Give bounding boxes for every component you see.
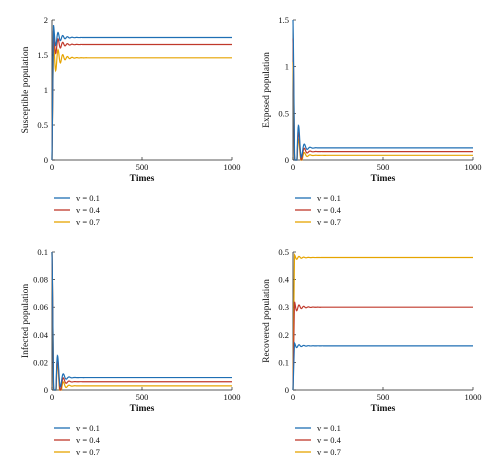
y-tick-label: 0 [285, 385, 289, 395]
x-axis-label: Times [371, 174, 396, 184]
x-tick-label: 500 [136, 392, 149, 402]
legend-label: v = 0.1 [317, 193, 341, 203]
legend-label: v = 0.1 [76, 423, 100, 433]
x-tick-label: 500 [377, 162, 390, 172]
series-line-2 [51, 30, 232, 161]
x-axis-label: Times [130, 174, 155, 184]
y-tick-label: 0.4 [278, 275, 289, 285]
y-tick-label: 1.5 [278, 15, 289, 25]
x-tick-label: 1000 [465, 162, 482, 172]
chart-panel-1: 0 0.5 1 1.5 2 0 500 1000 Times Susceptible popula… [21, 15, 241, 227]
legend-label: v = 0.1 [76, 193, 100, 203]
series-line-3 [292, 252, 473, 391]
x-tick-label: 0 [50, 162, 54, 172]
series-line-3 [292, 61, 473, 161]
y-tick-label: 0.02 [33, 357, 48, 367]
y-tick-label: 0.1 [278, 357, 289, 367]
y-tick-label: 0.5 [278, 108, 289, 118]
legend-label: v = 0.4 [317, 435, 342, 445]
x-tick-label: 0 [291, 392, 295, 402]
y-axis-label: Exposed population [262, 52, 272, 128]
y-tick-label: 0.1 [37, 247, 48, 257]
x-tick-label: 1000 [224, 162, 241, 172]
series-line-3 [51, 37, 232, 161]
y-tick-label: 1.5 [37, 50, 48, 60]
y-tick-label: 0 [44, 385, 48, 395]
y-tick-label: 0.5 [37, 120, 48, 130]
series-line-1 [292, 341, 473, 391]
y-tick-label: 0.3 [278, 302, 289, 312]
chart-panel-3: 0 0.02 0.04 0.06 0.08 0.1 0 500 1000 Times Infecte… [20, 247, 241, 457]
series-line-2 [292, 38, 473, 161]
y-axis-label: Infected population [20, 284, 31, 358]
legend-label: v = 0.4 [76, 435, 101, 445]
y-tick-label: 0.06 [33, 302, 48, 312]
legend: v = 0.1 v = 0.4 v = 0.7 [54, 193, 101, 227]
legend-label: v = 0.7 [76, 447, 100, 457]
series-line-1 [292, 19, 473, 161]
chart-panel-2: 0 0.5 1 1.5 0 500 1000 Times Exposed population v… [262, 15, 482, 227]
legend-label: v = 0.1 [317, 423, 341, 433]
series-line-2 [51, 251, 232, 391]
legend-label: v = 0.4 [76, 205, 101, 215]
chart-panel-4: 0 0.1 0.2 0.3 0.4 0.5 0 500 1000 Times Recovered p… [262, 247, 482, 457]
x-tick-label: 1000 [224, 392, 241, 402]
x-axis-label: Times [371, 404, 396, 414]
series-line-1 [51, 25, 232, 161]
x-tick-label: 0 [50, 392, 54, 402]
legend-label: v = 0.7 [317, 447, 341, 457]
y-tick-label: 0.04 [33, 330, 49, 340]
y-tick-label: 0.08 [33, 275, 48, 285]
legend-label: v = 0.4 [317, 205, 342, 215]
series-line-1 [51, 251, 232, 391]
legend: v = 0.1 v = 0.4 v = 0.7 [295, 193, 342, 227]
y-tick-label: 0.5 [278, 247, 289, 257]
legend-label: v = 0.7 [76, 217, 100, 227]
y-tick-label: 0 [44, 155, 48, 165]
legend-label: v = 0.7 [317, 217, 341, 227]
x-axis-label: Times [130, 404, 155, 414]
legend: v = 0.1 v = 0.4 v = 0.7 [295, 423, 342, 457]
x-tick-label: 0 [291, 162, 295, 172]
y-tick-label: 1 [285, 62, 289, 72]
x-tick-label: 500 [377, 392, 390, 402]
y-axis-label: Recovered population [262, 279, 272, 363]
y-tick-label: 0.2 [278, 330, 289, 340]
y-tick-label: 0 [285, 155, 289, 165]
x-tick-label: 1000 [465, 392, 482, 402]
y-tick-label: 1 [44, 85, 48, 95]
legend: v = 0.1 v = 0.4 v = 0.7 [54, 423, 101, 457]
series-line-2 [292, 301, 473, 391]
x-tick-label: 500 [136, 162, 149, 172]
y-axis-label: Susceptible population [21, 46, 31, 133]
y-tick-label: 2 [44, 15, 48, 25]
series-line-3 [51, 251, 232, 391]
